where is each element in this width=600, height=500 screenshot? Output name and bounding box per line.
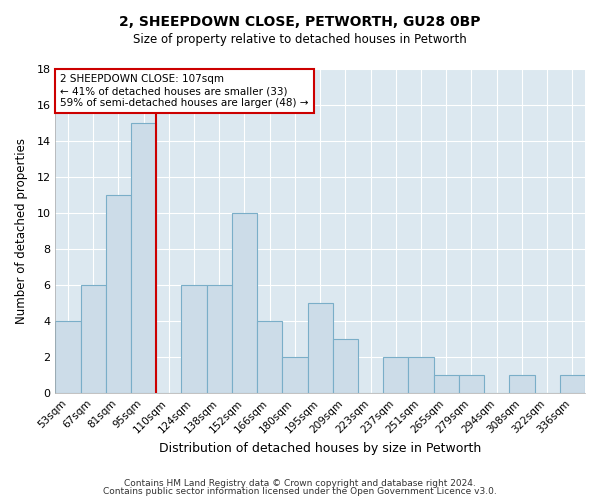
Bar — [509, 376, 535, 394]
Bar — [560, 376, 585, 394]
Bar — [434, 376, 459, 394]
Text: Size of property relative to detached houses in Petworth: Size of property relative to detached ho… — [133, 32, 467, 46]
Bar — [283, 358, 308, 394]
Text: 2, SHEEPDOWN CLOSE, PETWORTH, GU28 0BP: 2, SHEEPDOWN CLOSE, PETWORTH, GU28 0BP — [119, 15, 481, 29]
Y-axis label: Number of detached properties: Number of detached properties — [15, 138, 28, 324]
Bar — [459, 376, 484, 394]
Bar — [383, 358, 409, 394]
Bar — [333, 340, 358, 394]
Bar — [131, 123, 156, 394]
Bar — [232, 213, 257, 394]
Bar — [206, 285, 232, 394]
Bar — [80, 285, 106, 394]
Text: Contains public sector information licensed under the Open Government Licence v3: Contains public sector information licen… — [103, 487, 497, 496]
Bar — [181, 285, 206, 394]
X-axis label: Distribution of detached houses by size in Petworth: Distribution of detached houses by size … — [159, 442, 481, 455]
Text: 2 SHEEPDOWN CLOSE: 107sqm
← 41% of detached houses are smaller (33)
59% of semi-: 2 SHEEPDOWN CLOSE: 107sqm ← 41% of detac… — [61, 74, 309, 108]
Bar — [257, 322, 283, 394]
Bar — [409, 358, 434, 394]
Bar — [106, 195, 131, 394]
Bar — [308, 303, 333, 394]
Text: Contains HM Land Registry data © Crown copyright and database right 2024.: Contains HM Land Registry data © Crown c… — [124, 478, 476, 488]
Bar — [55, 322, 80, 394]
